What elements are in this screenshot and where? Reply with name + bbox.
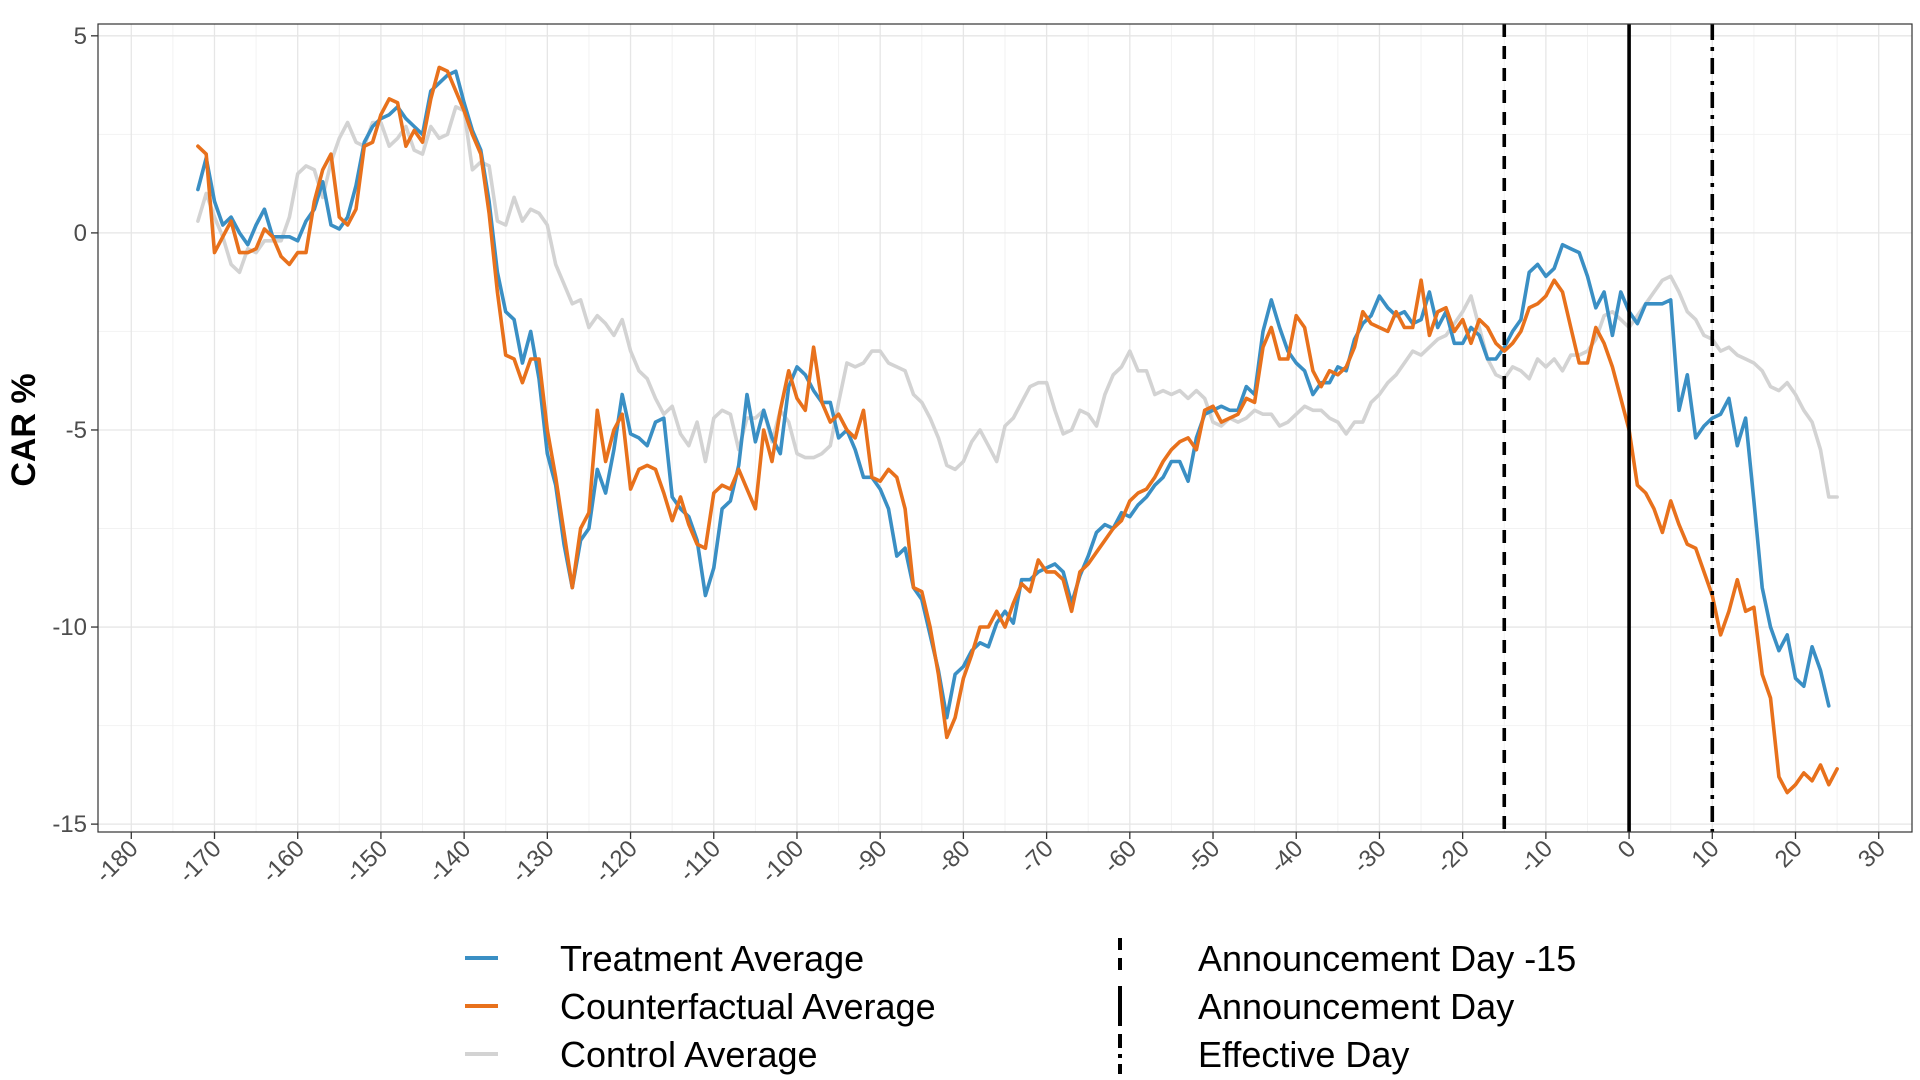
series-layer: [196, 65, 1839, 795]
y-tick-label: 5: [74, 23, 87, 50]
plot-border: [97, 23, 1913, 833]
legend-ref-label-2: Effective Day: [1198, 1034, 1409, 1075]
legend-ref-label-1: Announcement Day: [1198, 986, 1514, 1027]
legend-label-1: Counterfactual Average: [560, 986, 936, 1027]
y-axis: 5 0 -5 -10 -15: [52, 23, 98, 838]
reference-lines: [1502, 24, 1715, 832]
series-line-1: [196, 65, 1839, 795]
grid-minor: [98, 24, 1912, 832]
y-tick-label: -10: [52, 614, 87, 641]
y-tick-label: -5: [66, 417, 87, 444]
legend-label-0: Treatment Average: [560, 938, 864, 979]
y-axis-title: CAR %: [5, 373, 43, 486]
legend: Treatment Average Counterfactual Average C…: [465, 938, 1576, 1075]
legend-label-2: Control Average: [560, 1034, 818, 1075]
legend-ref-label-0: Announcement Day -15: [1198, 938, 1576, 979]
y-tick-label: -15: [52, 811, 87, 838]
y-tick-label: 0: [74, 220, 87, 247]
series-line-2: [196, 105, 1839, 499]
